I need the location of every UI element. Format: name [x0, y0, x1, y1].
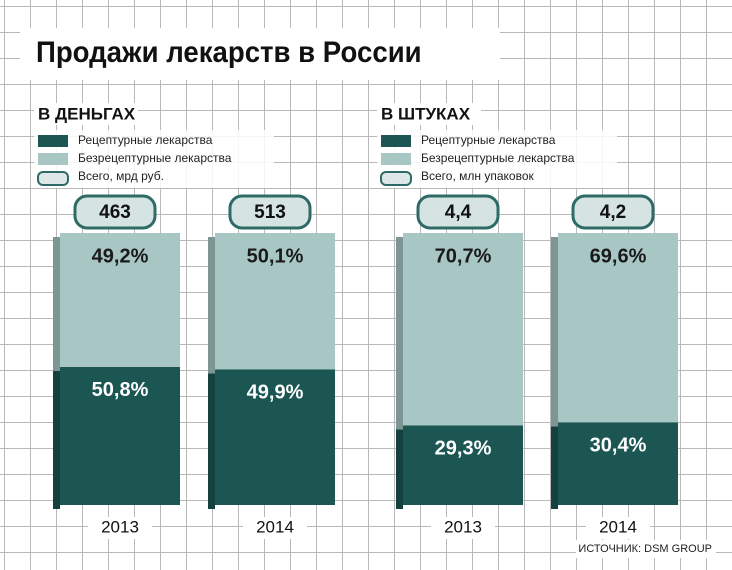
data-label: 69,6%: [590, 245, 647, 267]
total-pill: [571, 194, 655, 230]
legend-swatch: [37, 171, 69, 186]
legend-label: Всего, мрд руб.: [78, 169, 164, 183]
bar-side: [551, 426, 558, 509]
bar: [403, 425, 523, 505]
bar: [215, 369, 335, 505]
legend-label: Безрецептурные лекарства: [78, 151, 232, 165]
data-label: 30,4%: [590, 435, 647, 457]
x-label-bg: [243, 517, 307, 539]
legend-label: Безрецептурные лекарства: [421, 151, 575, 165]
title-box: [20, 28, 500, 80]
legend-label: Рецептурные лекарства: [78, 133, 213, 147]
legend-swatch: [381, 153, 411, 165]
data-label: 49,2%: [92, 245, 149, 267]
legend-bg: [377, 130, 617, 188]
bar: [60, 233, 180, 367]
bar: [558, 233, 678, 423]
bar: [558, 422, 678, 505]
bar: [215, 233, 335, 370]
data-label: 70,7%: [435, 245, 492, 267]
x-label-bg: [88, 517, 152, 539]
data-label: 50,1%: [247, 245, 304, 267]
bar-side: [53, 237, 60, 371]
section-title-bg: [34, 103, 138, 125]
total-label: 4,4: [445, 202, 472, 223]
bar-side: [396, 429, 403, 509]
legend-swatch: [38, 153, 68, 165]
x-tick-label: 2013: [444, 517, 482, 536]
total-pill: [73, 194, 157, 230]
section-title-bg: [377, 103, 481, 125]
source: ИСТОЧНИК: DSM GROUP: [578, 543, 712, 555]
x-label-bg: [586, 517, 650, 539]
bar-side: [208, 373, 215, 509]
x-label-bg: [431, 517, 495, 539]
legend-bg: [34, 130, 274, 188]
bar-side: [551, 237, 558, 427]
x-tick-label: 2013: [101, 517, 139, 536]
x-tick-label: 2014: [256, 517, 294, 536]
legend-label: Всего, млн упаковок: [421, 169, 534, 183]
bar: [60, 366, 180, 505]
data-label: 49,9%: [247, 382, 304, 404]
total-label: 463: [99, 202, 131, 223]
section-title: В ШТУКАХ: [381, 104, 471, 123]
bar-side: [208, 237, 215, 374]
data-label: 50,8%: [92, 379, 149, 401]
legend-swatch: [38, 135, 68, 147]
section-title: В ДЕНЬГАХ: [38, 104, 136, 123]
legend-label: Рецептурные лекарства: [421, 133, 556, 147]
bar: [403, 233, 523, 426]
total-pill: [416, 194, 500, 230]
legend-swatch: [380, 171, 412, 186]
bar-side: [396, 237, 403, 430]
source-box: [576, 540, 716, 558]
bar-side: [53, 370, 60, 509]
x-tick-label: 2014: [599, 517, 637, 536]
total-pill: [228, 194, 312, 230]
page-title: Продажи лекарств в России: [36, 36, 422, 69]
total-label: 513: [254, 202, 286, 223]
total-label: 4,2: [600, 202, 626, 223]
data-label: 29,3%: [435, 438, 492, 460]
legend-swatch: [381, 135, 411, 147]
